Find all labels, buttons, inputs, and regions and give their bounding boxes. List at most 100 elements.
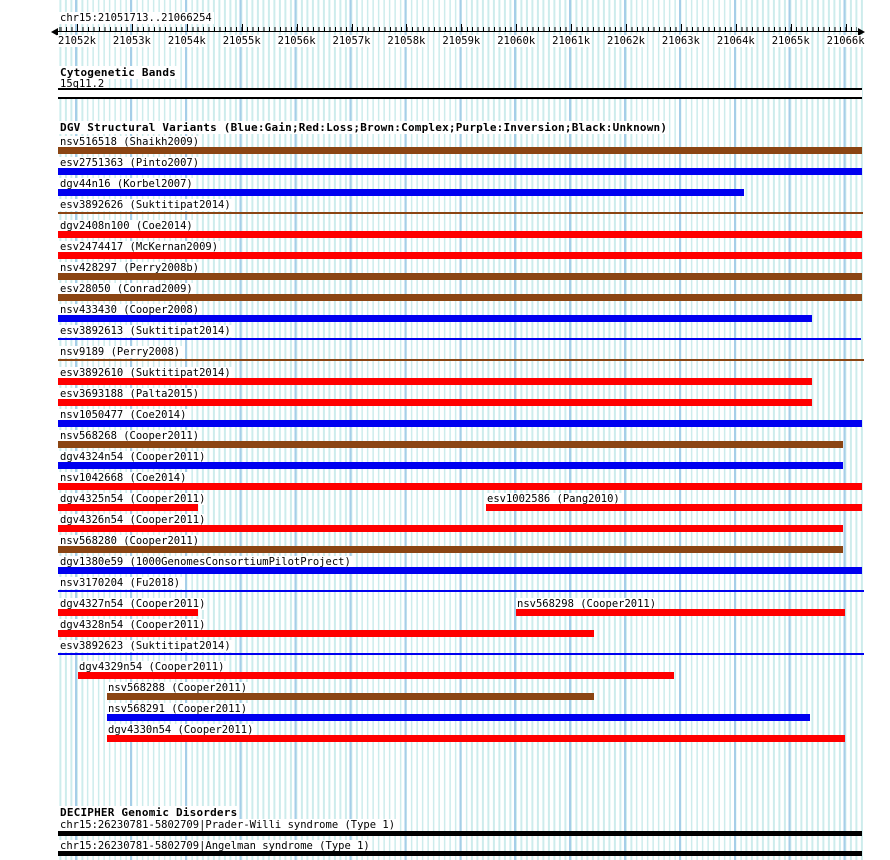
variant-bar[interactable] bbox=[107, 714, 810, 721]
track-label[interactable]: nsv9189 (Perry2008) bbox=[59, 346, 183, 358]
variant-bar[interactable] bbox=[58, 462, 843, 469]
ruler-major-tick bbox=[461, 24, 463, 31]
track-label[interactable]: esv2474417 (McKernan2009) bbox=[59, 241, 221, 253]
ruler-tick-label: 21064k bbox=[715, 35, 756, 47]
ruler-tick-label: 21055k bbox=[221, 35, 262, 47]
ruler-major-tick bbox=[571, 24, 573, 31]
variant-bar[interactable] bbox=[486, 504, 862, 511]
variant-bar[interactable] bbox=[58, 378, 812, 385]
track-label[interactable]: esv1002586 (Pang2010) bbox=[486, 493, 622, 505]
ruler-major-tick bbox=[680, 24, 682, 31]
track-label[interactable]: esv3892613 (Suktitipat2014) bbox=[59, 325, 233, 337]
track-label[interactable]: esv28050 (Conrad2009) bbox=[59, 283, 195, 295]
ruler-tick-label: 21058k bbox=[386, 35, 427, 47]
track-label[interactable]: nsv3170204 (Fu2018) bbox=[59, 577, 183, 589]
track-label[interactable]: dgv4330n54 (Cooper2011) bbox=[107, 724, 256, 736]
ruler-major-tick bbox=[626, 24, 627, 31]
variant-bar[interactable] bbox=[58, 546, 843, 553]
track-label[interactable]: nsv568288 (Cooper2011) bbox=[107, 682, 250, 694]
track-label[interactable]: nsv1050477 (Coe2014) bbox=[59, 409, 189, 421]
ruler-tick-label: 21053k bbox=[111, 35, 152, 47]
track-label[interactable]: nsv568291 (Cooper2011) bbox=[107, 703, 250, 715]
cytogenetic-bands-header: Cytogenetic Bands bbox=[59, 66, 178, 79]
track-label[interactable]: dgv4328n54 (Cooper2011) bbox=[59, 619, 208, 631]
track-label[interactable]: esv3892610 (Suktitipat2014) bbox=[59, 367, 233, 379]
track-label[interactable]: nsv568268 (Cooper2011) bbox=[59, 430, 202, 442]
ruler-major-tick bbox=[735, 24, 737, 31]
ruler-tick-label: 21062k bbox=[606, 35, 646, 47]
track-label[interactable]: dgv1380e59 (1000GenomesConsortiumPilotPr… bbox=[59, 556, 353, 568]
variant-bar[interactable] bbox=[58, 189, 744, 196]
variant-bar[interactable] bbox=[58, 630, 594, 637]
track-label[interactable]: nsv433430 (Cooper2008) bbox=[59, 304, 202, 316]
track-label[interactable]: esv3892626 (Suktitipat2014) bbox=[59, 199, 233, 211]
variant-bar[interactable] bbox=[58, 590, 864, 592]
ruler-major-tick bbox=[406, 24, 408, 31]
track-label[interactable]: nsv516518 (Shaikh2009) bbox=[59, 136, 202, 148]
ruler-tick-label: 21063k bbox=[660, 35, 701, 47]
variant-bar[interactable] bbox=[58, 315, 812, 322]
variant-bar[interactable] bbox=[58, 294, 862, 301]
cytoband-glyph[interactable] bbox=[58, 88, 862, 99]
ruler-major-tick bbox=[296, 24, 298, 31]
disorder-label[interactable]: chr15:26230781-5802709|Prader-Willi synd… bbox=[59, 819, 398, 831]
region-position-label: chr15:21051713..21066254 bbox=[59, 12, 214, 24]
track-label[interactable]: esv3693188 (Palta2015) bbox=[59, 388, 202, 400]
cytoband-name: 15q11.2 bbox=[59, 78, 107, 90]
ruler-tick-label: 21052k bbox=[57, 35, 97, 47]
ruler-right-arrow-icon bbox=[858, 28, 865, 36]
variant-bar[interactable] bbox=[58, 504, 198, 511]
variant-bar[interactable] bbox=[58, 231, 862, 238]
variant-bar[interactable] bbox=[58, 420, 862, 427]
variant-bar[interactable] bbox=[58, 653, 864, 655]
track-label[interactable]: nsv568298 (Cooper2011) bbox=[516, 598, 659, 610]
variant-bar[interactable] bbox=[58, 212, 863, 214]
ruler-tick-label: 21060k bbox=[496, 35, 537, 47]
disorder-bar[interactable] bbox=[58, 851, 862, 856]
variant-bar[interactable] bbox=[58, 273, 862, 280]
ruler-line bbox=[58, 31, 858, 32]
track-label[interactable]: nsv428297 (Perry2008b) bbox=[59, 262, 202, 274]
ruler-tick-label: 21056k bbox=[276, 35, 317, 47]
disorder-label[interactable]: chr15:26230781-5802709|Angelman syndrome… bbox=[59, 840, 372, 852]
variant-bar[interactable] bbox=[58, 441, 843, 448]
ruler-tick-label: 21066k bbox=[825, 35, 866, 47]
track-label[interactable]: dgv4327n54 (Cooper2011) bbox=[59, 598, 208, 610]
track-label[interactable]: dgv4324n54 (Cooper2011) bbox=[59, 451, 208, 463]
track-label[interactable]: dgv2408n100 (Coe2014) bbox=[59, 220, 195, 232]
ruler-minor-ticks bbox=[59, 27, 857, 31]
variant-bar[interactable] bbox=[58, 252, 862, 259]
track-label[interactable]: dgv44n16 (Korbel2007) bbox=[59, 178, 195, 190]
ruler-major-tick bbox=[516, 24, 518, 31]
track-label[interactable]: esv3892623 (Suktitipat2014) bbox=[59, 640, 233, 652]
track-label[interactable]: nsv1042668 (Coe2014) bbox=[59, 472, 189, 484]
ruler-tick-label: 21054k bbox=[166, 35, 207, 47]
ruler-major-tick bbox=[131, 24, 133, 31]
disorder-bar[interactable] bbox=[58, 831, 862, 836]
track-label[interactable]: nsv568280 (Cooper2011) bbox=[59, 535, 202, 547]
variant-bar[interactable] bbox=[58, 525, 843, 532]
variant-bar[interactable] bbox=[516, 609, 845, 616]
variant-bar[interactable] bbox=[58, 483, 862, 490]
ruler-tick-label: 21061k bbox=[551, 35, 592, 47]
variant-bar[interactable] bbox=[58, 168, 862, 175]
ruler-left-arrow-icon bbox=[51, 28, 58, 36]
variant-bar[interactable] bbox=[58, 399, 812, 406]
variant-bar[interactable] bbox=[58, 609, 198, 616]
track-label[interactable]: esv2751363 (Pinto2007) bbox=[59, 157, 202, 169]
variant-bar[interactable] bbox=[58, 359, 864, 361]
ruler-major-tick bbox=[845, 24, 847, 31]
variant-bar[interactable] bbox=[107, 693, 594, 700]
track-label[interactable]: dgv4329n54 (Cooper2011) bbox=[78, 661, 227, 673]
variant-bar[interactable] bbox=[58, 338, 861, 340]
variant-bar[interactable] bbox=[58, 567, 862, 574]
track-label[interactable]: dgv4326n54 (Cooper2011) bbox=[59, 514, 208, 526]
ruler-major-tick bbox=[77, 24, 78, 31]
ruler-major-tick bbox=[351, 24, 353, 31]
track-label[interactable]: dgv4325n54 (Cooper2011) bbox=[59, 493, 208, 505]
variant-bar[interactable] bbox=[78, 672, 674, 679]
variant-bar[interactable] bbox=[107, 735, 845, 742]
variant-bar[interactable] bbox=[58, 147, 862, 154]
ruler-major-tick bbox=[241, 24, 243, 31]
decipher-section-header: DECIPHER Genomic Disorders bbox=[59, 806, 240, 819]
